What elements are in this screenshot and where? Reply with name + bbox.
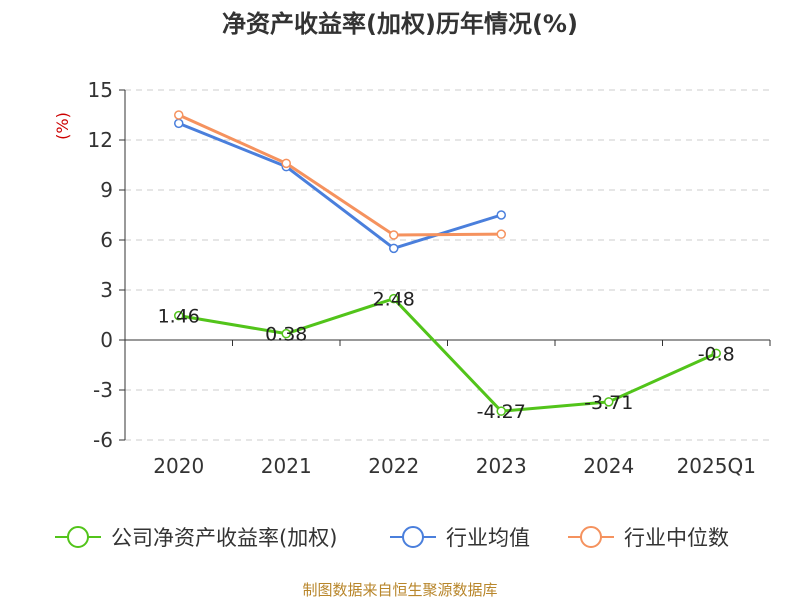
y-tick-label: 9: [100, 178, 113, 202]
chart-title: 净资产收益率(加权)历年情况(%): [222, 10, 578, 38]
y-tick-label: -3: [93, 378, 113, 402]
data-point: [389, 243, 399, 254]
data-point: [711, 348, 721, 359]
y-tick-label: 6: [100, 228, 113, 252]
series-line: [178, 113, 502, 237]
data-point: [389, 230, 399, 240]
x-tick-label: 2020: [153, 454, 204, 478]
legend-label: 公司净资产收益率(加权): [111, 526, 337, 550]
series-line: [178, 297, 717, 413]
series-lines: [174, 110, 721, 416]
legend-item: 公司净资产收益率(加权): [55, 526, 337, 550]
series-line: [178, 121, 502, 250]
y-tick-label: 12: [88, 128, 113, 152]
data-label: 1.46: [158, 306, 200, 328]
y-tick-label: 3: [100, 278, 113, 302]
x-tick-label: 2022: [368, 454, 419, 478]
data-label: 0.38: [265, 324, 307, 346]
y-tick-label: 15: [88, 78, 113, 102]
legend-marker: [402, 526, 424, 548]
legend-marker: [580, 526, 602, 548]
y-tick-label: -6: [93, 428, 113, 452]
data-point: [496, 406, 506, 416]
legend-label: 行业均值: [446, 526, 530, 550]
data-point: [174, 310, 184, 321]
data-labels: 1.46 0.38 2.48 -4.27 -3.71 -0.8: [158, 289, 735, 424]
data-point: [604, 397, 614, 407]
source-note: 制图数据来自恒生聚源数据库: [302, 581, 497, 599]
legend-item: 行业中位数: [568, 526, 729, 550]
x-tick-label: 2023: [476, 454, 527, 478]
y-axis-label: (%): [53, 112, 72, 140]
x-tick-label: 2025Q1: [677, 454, 756, 478]
data-point: [174, 110, 184, 120]
data-point: [281, 328, 291, 339]
data-label: -3.71: [584, 392, 633, 414]
data-point: [389, 293, 399, 304]
data-label: -4.27: [477, 401, 526, 423]
data-point: [496, 210, 506, 220]
data-point: [174, 118, 184, 129]
legend: 公司净资产收益率(加权) 行业均值 行业中位数: [55, 526, 729, 550]
legend-item: 行业均值: [390, 526, 530, 550]
data-label: 2.48: [373, 289, 415, 311]
y-tick-label: 0: [100, 328, 113, 352]
grid-lines: [125, 89, 770, 441]
legend-label: 行业中位数: [624, 526, 729, 550]
data-point: [281, 158, 291, 169]
x-tick-label: 2021: [261, 454, 312, 478]
x-tick-label: 2024: [583, 454, 634, 478]
data-point: [496, 229, 506, 239]
legend-marker: [67, 526, 89, 548]
axes: 15 12 9 6 3 0 -3 -6 2020 2021 2022 2023 2024 2025Q1: [88, 78, 771, 478]
data-label: -0.8: [698, 343, 735, 365]
